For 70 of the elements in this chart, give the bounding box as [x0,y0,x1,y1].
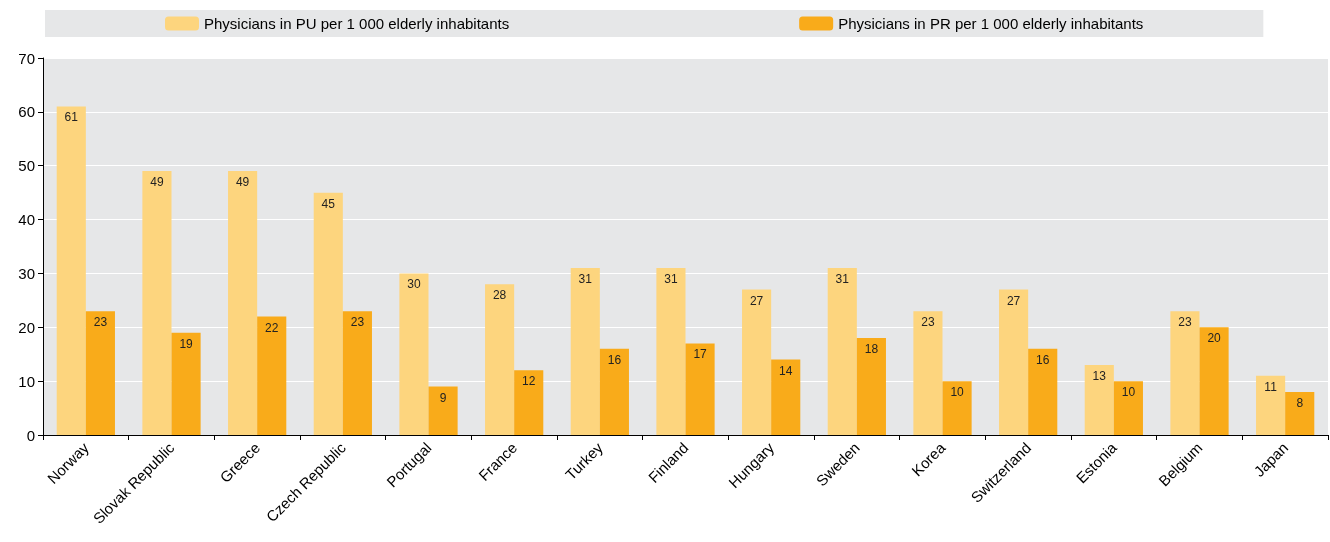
data-label: 23 [1178,315,1192,330]
bar [342,311,372,435]
data-label: 19 [179,336,194,351]
bar [1199,327,1229,435]
y-tick-label: 40 [18,211,35,229]
bar [428,386,458,435]
data-label: 45 [321,196,336,211]
bar [856,338,886,435]
bar [171,332,201,435]
data-label: 49 [150,175,164,190]
data-label: 27 [1006,293,1021,308]
data-label: 31 [578,272,593,287]
bar [570,268,600,435]
data-label: 9 [439,390,447,405]
y-tick-label: 30 [18,264,35,282]
bar [599,348,629,435]
y-tick-label: 0 [26,426,35,444]
bar [827,268,857,435]
data-label: 22 [265,320,279,335]
y-tick-label: 10 [18,372,35,390]
bar [85,311,115,435]
bar [656,268,686,435]
data-label: 17 [693,347,708,362]
data-label: 61 [64,110,79,125]
bar [514,370,544,435]
data-label: 49 [235,175,250,190]
data-label: 13 [1092,368,1107,383]
bar [142,171,172,435]
bar [685,343,715,435]
bar [485,284,515,435]
data-label: 27 [749,293,764,308]
bar [399,273,429,435]
bar [1256,375,1286,435]
data-label: 31 [664,272,678,287]
bar [1084,364,1114,435]
bar [1170,311,1200,435]
data-label: 10 [950,385,965,400]
data-label: 12 [522,374,536,389]
bar [942,381,972,435]
legend-label: Physicians in PR per 1 000 elderly inhabitants [838,15,1144,32]
data-label: 28 [492,288,507,303]
y-tick-label: 20 [18,318,35,336]
bar [999,289,1029,435]
bar [1285,391,1315,435]
legend-label: Physicians in PU per 1 000 elderly inhabitants [204,15,510,32]
bar [56,106,86,435]
data-label: 23 [93,315,108,330]
data-label: 23 [921,315,935,330]
y-tick-label: 70 [18,49,35,67]
y-tick-label: 50 [18,157,35,175]
data-label: 10 [1121,385,1136,400]
data-label: 11 [1264,379,1278,394]
data-label: 31 [835,272,850,287]
data-label: 20 [1207,331,1222,346]
data-label: 30 [407,277,421,292]
bar [313,192,343,435]
data-label: 14 [779,363,793,378]
data-label: 16 [607,352,622,367]
data-label: 18 [864,342,879,357]
y-tick-label: 60 [18,103,35,121]
bar [742,289,772,435]
bar [228,171,258,435]
bar [1113,381,1143,435]
bar [1028,348,1058,435]
bar [913,311,943,435]
data-label: 8 [1296,395,1304,410]
data-label: 23 [350,315,365,330]
bar [771,359,801,435]
bar [257,316,287,435]
data-label: 16 [1036,352,1050,367]
